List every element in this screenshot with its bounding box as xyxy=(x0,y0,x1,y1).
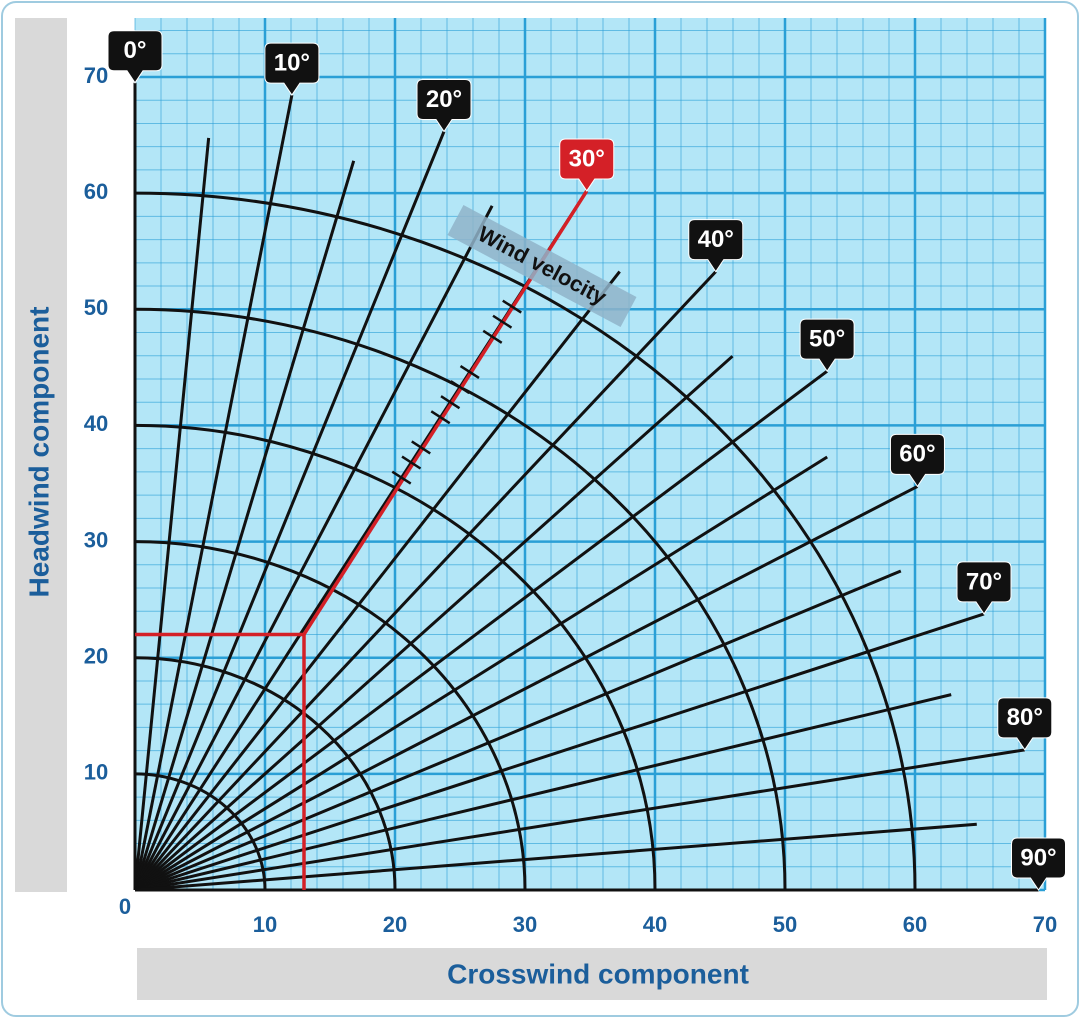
angle-line xyxy=(134,485,919,892)
y-tick-label: 10 xyxy=(84,760,108,785)
angle-line xyxy=(133,94,294,891)
minor-angle-line xyxy=(134,822,977,892)
x-axis-title: Crosswind component xyxy=(447,958,749,989)
angle-label-box xyxy=(956,561,1012,615)
angle-label-box xyxy=(416,78,472,133)
angle-label-box xyxy=(264,42,320,96)
angle-label: 70° xyxy=(966,568,1002,595)
angle-label: 30° xyxy=(569,145,605,172)
annotation-box xyxy=(447,204,637,328)
angle-label-box xyxy=(889,433,945,488)
hash-mark xyxy=(411,440,431,455)
y-tick-label: 20 xyxy=(84,644,108,669)
y-title-band xyxy=(15,18,67,892)
x-tick-label: 20 xyxy=(383,912,407,937)
angle-line xyxy=(133,130,446,891)
angle-label-box xyxy=(997,697,1053,751)
x-tick-label: 50 xyxy=(773,912,797,937)
minor-angle-line xyxy=(134,355,734,892)
hash-mark xyxy=(459,364,480,380)
minor-angle-line xyxy=(133,160,356,891)
angle-label-box xyxy=(107,30,163,84)
y-tick-label: 70 xyxy=(84,63,108,88)
y-tick-label: 0 xyxy=(119,894,131,919)
minor-angle-line xyxy=(133,270,621,891)
minor-angle-line xyxy=(133,137,211,891)
angle-line xyxy=(134,369,829,892)
hash-mark xyxy=(391,470,412,485)
y-tick-label: 40 xyxy=(84,411,108,436)
hash-mark xyxy=(502,299,522,314)
angle-label: 40° xyxy=(698,226,734,253)
minor-angle-line xyxy=(133,205,494,891)
hash-mark xyxy=(440,395,461,410)
angle-line xyxy=(134,748,1026,892)
x-tick-label: 40 xyxy=(643,912,667,937)
angle-line xyxy=(133,270,717,892)
angle-label: 0° xyxy=(124,37,147,64)
angle-label: 20° xyxy=(426,86,462,113)
angle-label: 80° xyxy=(1007,704,1043,731)
x-tick-label: 30 xyxy=(513,912,537,937)
angle-label: 50° xyxy=(809,325,845,352)
minor-angle-line xyxy=(134,455,828,892)
angle-label: 90° xyxy=(1020,844,1056,871)
x-title-band xyxy=(137,948,1047,1000)
angle-label-box xyxy=(559,138,615,192)
hash-mark xyxy=(492,314,513,329)
x-tick-label: 10 xyxy=(253,912,277,937)
y-tick-label: 60 xyxy=(84,179,108,204)
angle-line xyxy=(134,612,985,892)
angle-label-box xyxy=(1011,837,1066,891)
hash-mark xyxy=(430,410,451,425)
angle-label: 60° xyxy=(899,441,935,468)
x-tick-label: 60 xyxy=(903,912,927,937)
angle-label-box xyxy=(799,318,855,373)
y-tick-label: 30 xyxy=(84,527,108,552)
angle-label-box xyxy=(688,219,744,273)
hash-mark xyxy=(450,380,470,395)
y-tick-label: 50 xyxy=(84,295,108,320)
angle-label: 10° xyxy=(274,49,310,76)
minor-angle-line xyxy=(134,569,902,892)
minor-angle-line xyxy=(134,693,952,892)
hash-mark xyxy=(482,329,503,344)
x-tick-label: 70 xyxy=(1033,912,1057,937)
y-axis-title: Headwind component xyxy=(23,307,54,598)
hash-mark xyxy=(401,455,422,470)
